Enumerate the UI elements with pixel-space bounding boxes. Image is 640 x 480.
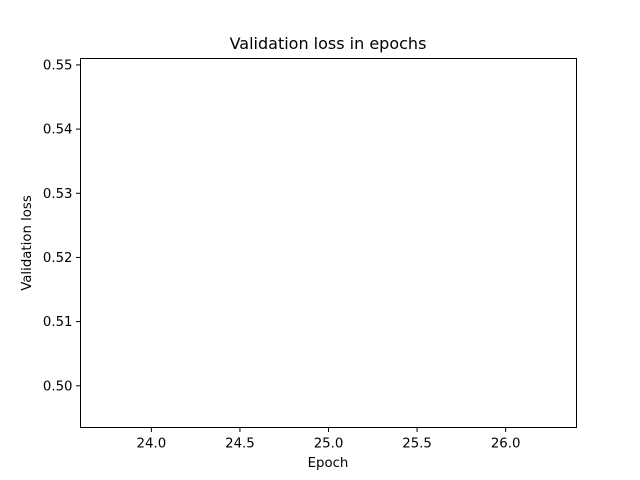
x-tick-label: 24.5: [225, 437, 255, 452]
y-tick-label: 0.55: [43, 58, 73, 73]
x-axis-ticks: 24.0 24.5 25.0 25.5 26.0: [137, 427, 521, 452]
y-axis-ticks: 0.50 0.51 0.52 0.53 0.54 0.55: [43, 58, 81, 394]
y-tick-label: 0.51: [43, 315, 73, 330]
y-tick-label: 0.50: [43, 379, 73, 394]
x-axis-label: Epoch: [308, 456, 349, 471]
plot-area-frame: [80, 58, 577, 428]
y-tick-label: 0.53: [43, 187, 73, 202]
y-tick-label: 0.54: [43, 123, 73, 138]
x-tick-label: 25.5: [402, 437, 432, 452]
x-tick-label: 26.0: [491, 437, 521, 452]
x-tick-label: 25.0: [314, 437, 344, 452]
x-tick-label: 24.0: [137, 437, 167, 452]
chart-title: Validation loss in epochs: [230, 34, 427, 53]
y-axis-label: Validation loss: [20, 195, 35, 291]
y-tick-label: 0.52: [43, 251, 73, 266]
